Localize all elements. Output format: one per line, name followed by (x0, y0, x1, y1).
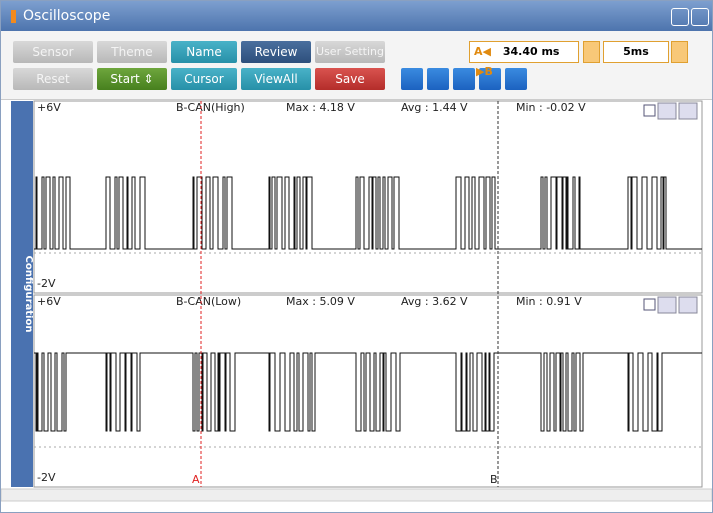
user-setting-button[interactable]: User Setting (315, 41, 385, 63)
panel-add[interactable] (657, 296, 677, 314)
channel-panel (33, 100, 703, 294)
channel-name: B-CAN(Low) (176, 295, 241, 308)
panel-close[interactable] (678, 296, 698, 314)
title-mark (11, 10, 16, 23)
side-tab-label: Configuration (23, 256, 34, 333)
b-label: ▶B (476, 65, 493, 78)
window-title: Oscilloscope (23, 8, 111, 24)
stop-button[interactable] (453, 68, 475, 90)
min-label: Min : -0.02 V (516, 101, 586, 114)
toolbar: Sensor Theme Name Review User Setting Re… (1, 31, 712, 100)
channel-panel (33, 294, 703, 488)
reset-button[interactable]: Reset (13, 68, 93, 90)
y-max-label: +6V (37, 295, 61, 308)
a-label: A◀ (474, 45, 491, 58)
waveform (34, 352, 702, 432)
y-min-label: -2V (37, 277, 56, 290)
start-button[interactable]: Start ⇕ (97, 68, 167, 90)
y-max-label: +6V (37, 101, 61, 114)
scrollbar[interactable] (1, 488, 712, 502)
panel-checkbox[interactable] (643, 298, 656, 311)
prev-button[interactable] (427, 68, 449, 90)
plot-area: Configuration +6V -2V B-CAN(High) Max : 4.1… (1, 100, 712, 502)
waveform (34, 176, 702, 250)
panel-add[interactable] (657, 102, 677, 120)
menu-button[interactable] (691, 8, 709, 26)
last-button[interactable] (505, 68, 527, 90)
next-button[interactable] (479, 68, 501, 90)
panel-close[interactable] (678, 102, 698, 120)
time-div[interactable]: 5ms (603, 41, 669, 63)
avg-label: Avg : 1.44 V (401, 101, 468, 114)
max-label: Max : 5.09 V (286, 295, 355, 308)
side-tab[interactable] (11, 101, 33, 487)
time-up[interactable] (671, 41, 688, 63)
y-min-label: -2V (37, 471, 56, 484)
review-button[interactable]: Review (241, 41, 311, 63)
sensor-button[interactable]: Sensor (13, 41, 93, 63)
cursor-button[interactable]: Cursor (171, 68, 237, 90)
viewall-button[interactable]: ViewAll (241, 68, 311, 90)
name-button[interactable]: Name (171, 41, 237, 63)
avg-label: Avg : 3.62 V (401, 295, 468, 308)
first-button[interactable] (401, 68, 423, 90)
max-label: Max : 4.18 V (286, 101, 355, 114)
cursor-b-label: B (490, 473, 498, 486)
window-button[interactable] (671, 8, 689, 26)
panel-checkbox[interactable] (643, 104, 656, 117)
save-button[interactable]: Save (315, 68, 385, 90)
cursor-a-label: A (192, 473, 200, 486)
min-label: Min : 0.91 V (516, 295, 582, 308)
theme-button[interactable]: Theme (97, 41, 167, 63)
channel-name: B-CAN(High) (176, 101, 245, 114)
time-down[interactable] (583, 41, 600, 63)
cursor-readout: A◀ 34.40 ms ▶B (469, 41, 579, 78)
cursor-delta: 34.40 ms (502, 45, 560, 58)
title-bar: Oscilloscope (1, 1, 712, 31)
